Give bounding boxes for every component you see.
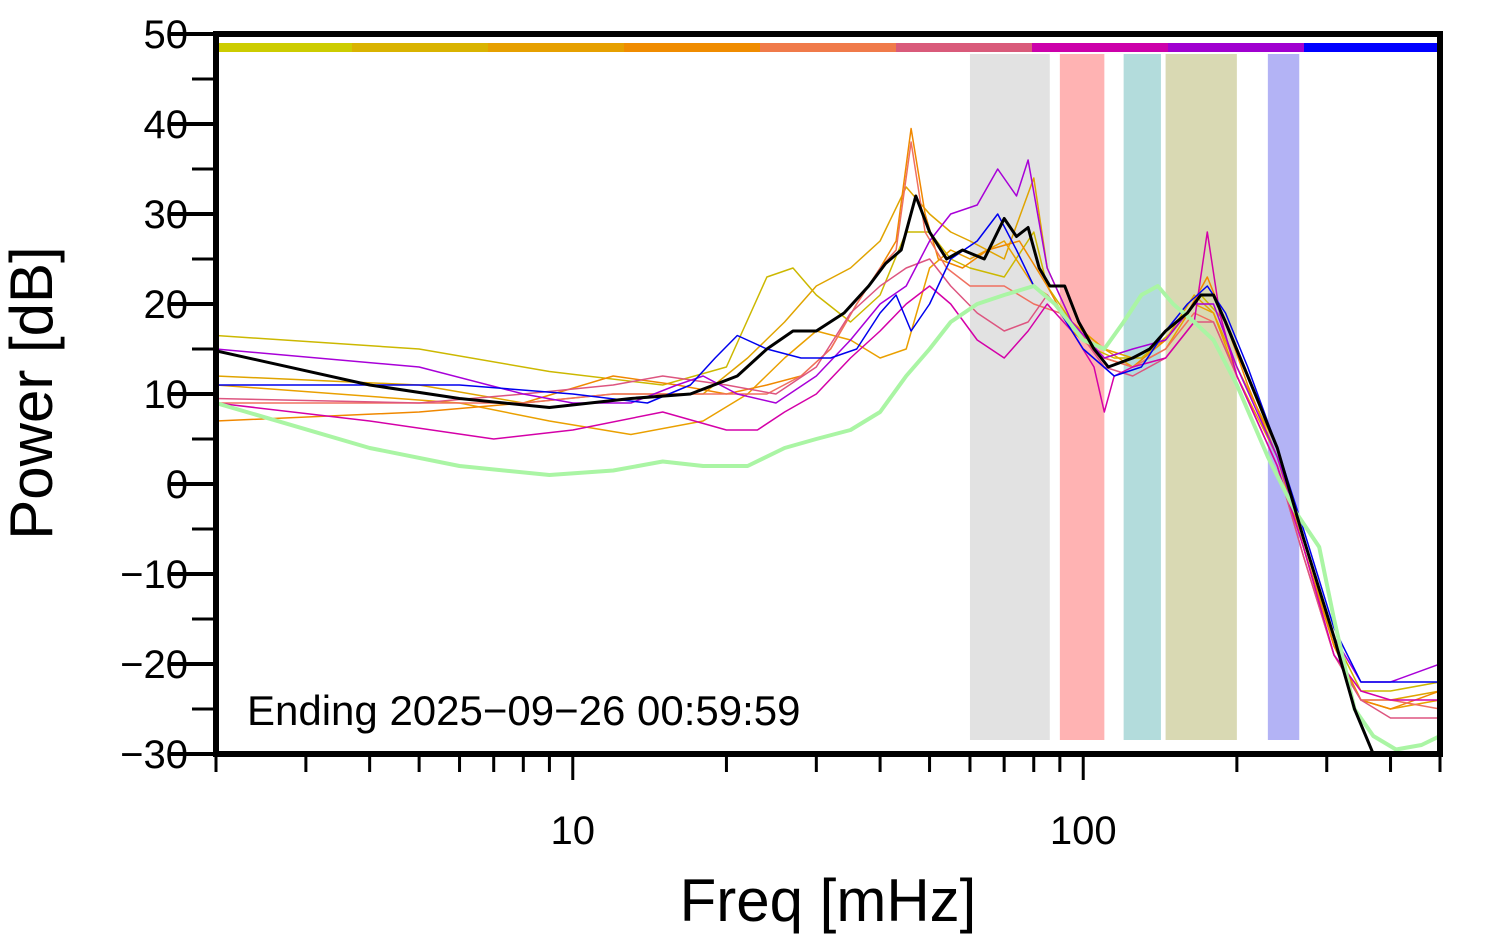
y-tick-label: 10 <box>144 373 189 417</box>
x-axis-label: Freq [mHz] <box>680 867 977 934</box>
series-lines <box>216 127 1440 754</box>
y-axis-label: Power [dB] <box>0 246 65 539</box>
strip-segment-6 <box>1032 43 1169 52</box>
y-tick-label: −20 <box>120 643 188 687</box>
series-line-9 <box>216 284 1440 752</box>
x-tick-label: 100 <box>1050 809 1117 853</box>
series-line-6 <box>216 231 1440 701</box>
annotation-label: Ending 2025−09−26 00:59:59 <box>247 687 801 734</box>
top-color-strip <box>216 43 1441 52</box>
band-2 <box>1123 54 1161 740</box>
y-tick-label: 0 <box>166 463 188 507</box>
y-tick-label: −10 <box>120 553 188 597</box>
y-tick-label: −30 <box>120 733 188 777</box>
y-tick-label: 20 <box>144 283 189 327</box>
band-0 <box>969 54 1050 740</box>
strip-segment-5 <box>896 43 1033 52</box>
series-line-0 <box>216 231 1440 692</box>
series-line-10 <box>216 194 1375 754</box>
series-line-1 <box>216 177 1440 701</box>
strip-segment-0 <box>216 43 353 52</box>
strip-segment-4 <box>760 43 897 52</box>
series-line-2 <box>216 240 1440 710</box>
band-4 <box>1267 54 1300 740</box>
series-line-8 <box>216 213 1440 683</box>
y-tick-label: 30 <box>144 193 189 237</box>
frequency-bands <box>969 54 1300 740</box>
strip-segment-8 <box>1304 43 1441 52</box>
strip-segment-1 <box>352 43 489 52</box>
series-line-7 <box>216 159 1440 683</box>
strip-segment-3 <box>624 43 761 52</box>
y-tick-label: 40 <box>144 103 189 147</box>
strip-segment-2 <box>488 43 625 52</box>
y-tick-label: 50 <box>144 13 189 57</box>
band-3 <box>1165 54 1237 740</box>
strip-segment-7 <box>1168 43 1305 52</box>
x-tick-label: 10 <box>551 809 596 853</box>
band-1 <box>1059 54 1105 740</box>
series-line-5 <box>216 258 1440 719</box>
